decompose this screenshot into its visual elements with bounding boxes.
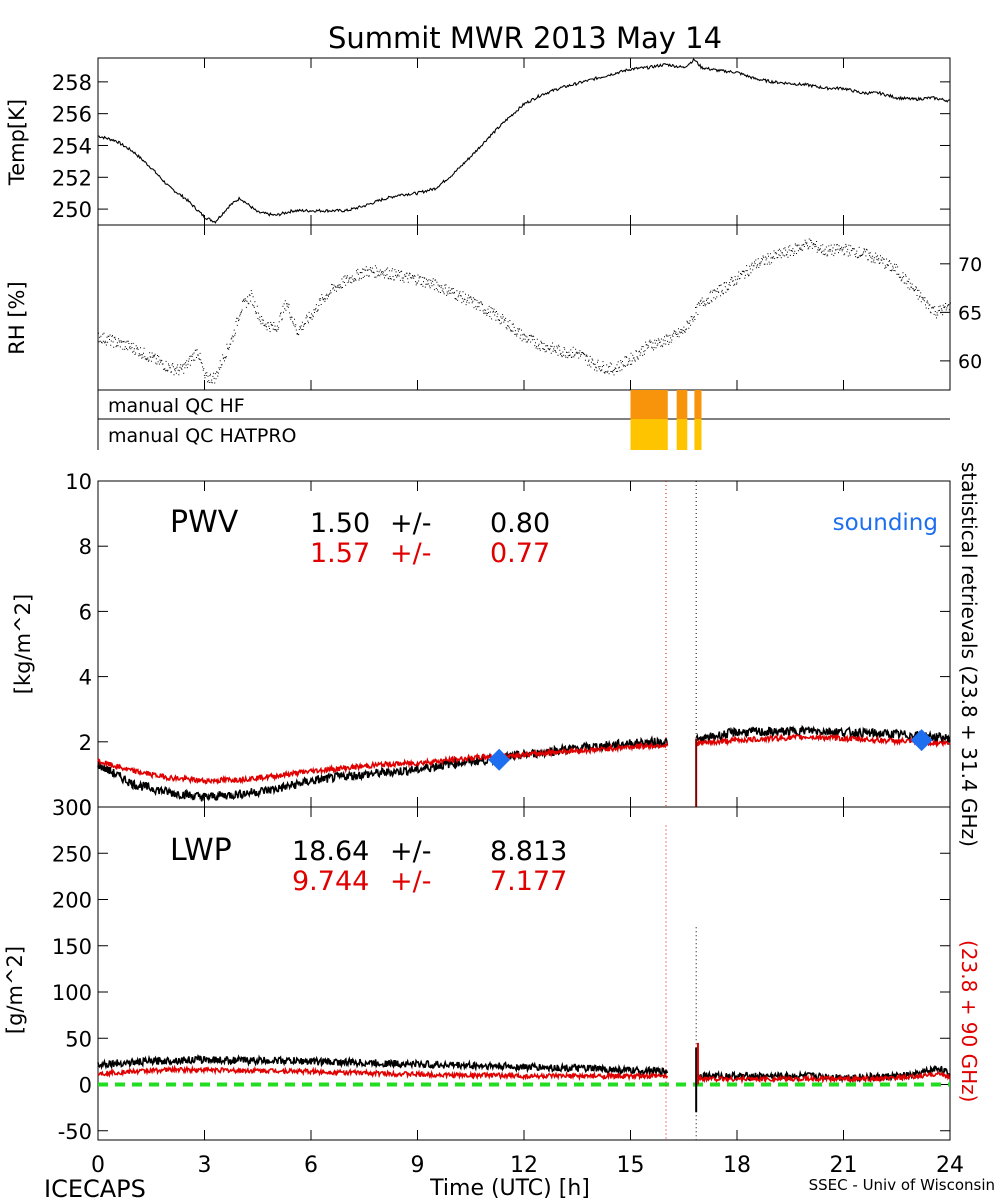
sounding-point <box>910 729 933 752</box>
right-label-red: (23.8 + 90 GHz) <box>957 940 981 1102</box>
x-tick-label: 21 <box>830 1153 858 1178</box>
lwp-ytick-label: -50 <box>58 1120 92 1144</box>
rh-series <box>98 238 951 384</box>
pwv-line-red <box>97 732 951 785</box>
rh-yticks: 60 65 70 <box>940 254 982 373</box>
pwv-stat-black-mean: 1.50 <box>310 508 370 539</box>
lwp-line-red <box>97 1064 951 1085</box>
pwv-stat-red-sd: 0.77 <box>490 538 550 569</box>
lwp-ytick-label: 250 <box>52 842 92 866</box>
x-tick-label: 9 <box>411 1153 425 1178</box>
rh-panel-frame <box>97 224 951 391</box>
pwv-stat-red-sep: +/- <box>390 538 431 569</box>
x-tick-label: 6 <box>304 1153 318 1178</box>
sounding-point <box>488 748 511 771</box>
lwp-stat-black-mean: 18.64 <box>292 836 369 867</box>
pwv-ytick-label: 10 <box>65 470 92 494</box>
pwv-ytick-label: 2 <box>79 731 92 755</box>
rh-ytick-label: 70 <box>958 254 982 276</box>
pwv-yticks: 0 2 4 6 8 10 <box>65 470 950 820</box>
footer-left: ICECAPS <box>44 1175 146 1200</box>
rh-ylabel: RH [%] <box>5 281 29 354</box>
qc-hatpro-label: manual QC HATPRO <box>108 425 297 447</box>
temp-series <box>98 57 951 224</box>
temp-panel-frame <box>97 57 951 226</box>
temp-ytick-label: 252 <box>52 166 92 190</box>
x-axis-label: Time (UTC) [h] <box>429 1176 590 1200</box>
lwp-stat-red-sep: +/- <box>390 866 431 897</box>
right-label-black: statistical retrievals (23.8 + 31.4 GHz) <box>957 462 981 847</box>
lwp-ytick-label: 0 <box>79 1074 92 1098</box>
rh-points <box>98 238 951 384</box>
lwp-stat-black-sep: +/- <box>390 836 431 867</box>
rh-ytick-label: 60 <box>958 351 982 373</box>
pwv-series <box>97 481 951 807</box>
qc-hatpro-bar <box>676 419 688 450</box>
lwp-ylabel: [g/m^2] <box>3 946 27 1034</box>
temp-line <box>98 57 951 224</box>
temp-ytick-label: 258 <box>52 71 92 95</box>
qc-hatpro-bar <box>630 419 668 450</box>
x-tick-label: 12 <box>510 1153 538 1178</box>
lwp-ytick-label: 300 <box>52 796 92 820</box>
x-tick-label: 3 <box>198 1153 212 1178</box>
lwp-line-black <box>97 1053 951 1084</box>
pwv-stat-black-sd: 0.80 <box>490 508 550 539</box>
qc-hf-bar <box>630 390 668 419</box>
figure-title: Summit MWR 2013 May 14 <box>328 21 722 55</box>
sounding-legend: sounding <box>833 510 938 536</box>
x-tick-label: 18 <box>723 1153 751 1178</box>
pwv-ytick-label: 8 <box>79 535 92 559</box>
pwv-stat-red-mean: 1.57 <box>310 538 370 569</box>
x-tick-label: 15 <box>617 1153 645 1178</box>
x-axis-ticks: 0 3 6 9 12 15 18 21 24 <box>91 58 964 1178</box>
pwv-ylabel: [kg/m^2] <box>11 594 35 694</box>
temp-ylabel: Temp[K] <box>5 99 29 186</box>
lwp-series <box>97 825 951 1140</box>
lwp-stat-black-sd: 8.813 <box>490 836 567 867</box>
x-tick-label: 0 <box>91 1153 105 1178</box>
qc-bars <box>630 390 702 450</box>
lwp-ytick-label: 150 <box>52 935 92 959</box>
qc-hf-bar <box>676 390 688 419</box>
lwp-yticks: -50 0 50 100 150 200 250 300 <box>52 796 950 1144</box>
lwp-stat-red-mean: 9.744 <box>292 866 369 897</box>
lwp-ytick-label: 200 <box>52 889 92 913</box>
lwp-ytick-label: 100 <box>52 981 92 1005</box>
pwv-ytick-label: 6 <box>79 600 92 624</box>
qc-hf-bar <box>694 390 702 419</box>
pwv-label: PWV <box>170 505 239 540</box>
temp-ytick-label: 256 <box>52 103 92 127</box>
footer-right: SSEC - Univ of Wisconsin <box>809 1176 995 1194</box>
qc-hf-label: manual QC HF <box>108 395 245 417</box>
pwv-stat-black-sep: +/- <box>390 508 431 539</box>
qc-hatpro-bar <box>694 419 702 450</box>
x-tick-label: 24 <box>936 1153 964 1178</box>
lwp-ytick-label: 50 <box>65 1027 92 1051</box>
lwp-label: LWP <box>170 833 232 868</box>
lwp-stat-red-sd: 7.177 <box>490 866 567 897</box>
temp-ytick-label: 250 <box>52 198 92 222</box>
pwv-ytick-label: 0 <box>79 796 92 820</box>
temp-yticks: 250 252 254 256 258 <box>52 71 950 222</box>
pwv-line-black <box>97 724 951 802</box>
temp-ytick-label: 254 <box>52 134 92 158</box>
rh-ytick-label: 65 <box>958 302 982 324</box>
pwv-ytick-label: 4 <box>79 666 92 690</box>
